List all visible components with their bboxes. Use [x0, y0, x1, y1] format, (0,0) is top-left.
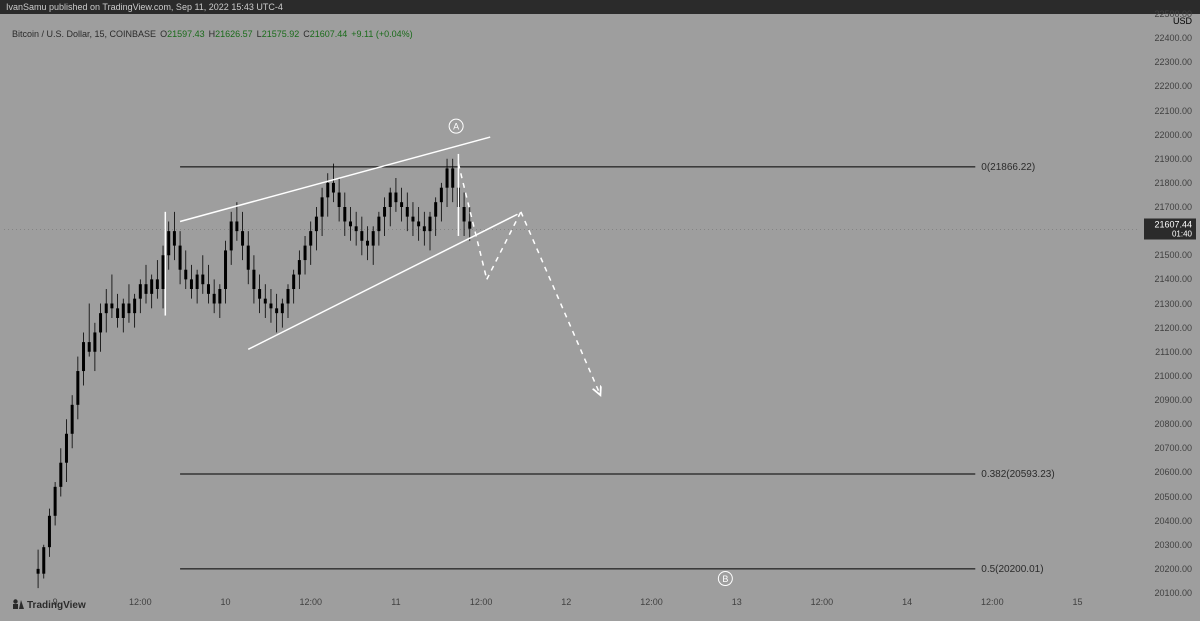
y-tick: 21400.00: [1154, 274, 1192, 284]
tradingview-logo-icon: [12, 598, 24, 613]
y-tick: 22000.00: [1154, 130, 1192, 140]
y-tick: 20400.00: [1154, 516, 1192, 526]
svg-text:B: B: [722, 574, 728, 584]
x-tick: 12:00: [811, 597, 834, 607]
x-tick: 11: [391, 597, 400, 607]
publish-text: IvanSamu published on TradingView.com, S…: [6, 2, 283, 12]
plot-box[interactable]: 0(21866.22) 0.382(20593.23) 0.5(20200.01) A…: [4, 14, 1140, 593]
x-tick: 14: [902, 597, 912, 607]
plot-svg: 0(21866.22) 0.382(20593.23) 0.5(20200.01) A…: [4, 14, 1140, 593]
y-tick: 20500.00: [1154, 492, 1192, 502]
y-tick: 21100.00: [1155, 347, 1192, 357]
x-tick: 12:00: [640, 597, 663, 607]
y-tick: 20100.00: [1154, 588, 1192, 598]
chart-area[interactable]: Bitcoin / U.S. Dollar, 15, COINBASE O215…: [4, 14, 1196, 617]
y-tick: 22300.00: [1154, 57, 1192, 67]
y-tick: 21200.00: [1154, 323, 1192, 333]
publish-header: IvanSamu published on TradingView.com, S…: [0, 0, 1200, 14]
y-tick: 21500.00: [1154, 250, 1192, 260]
x-tick: 12:00: [470, 597, 493, 607]
x-tick: 15: [1073, 597, 1083, 607]
y-tick: 22200.00: [1154, 81, 1192, 91]
x-tick: 12:00: [129, 597, 152, 607]
y-tick: 21900.00: [1154, 154, 1192, 164]
y-tick: 21700.00: [1154, 202, 1192, 212]
y-tick: 20900.00: [1154, 395, 1192, 405]
y-tick: 20800.00: [1154, 419, 1192, 429]
y-tick: 22400.00: [1154, 33, 1192, 43]
y-tick: 22500.00: [1154, 9, 1192, 19]
tradingview-watermark: TradingView: [12, 598, 86, 613]
y-axis[interactable]: USD 22500.0022400.0022300.0022200.002210…: [1140, 14, 1196, 593]
y-tick: 20700.00: [1154, 443, 1192, 453]
x-tick: 12:00: [299, 597, 322, 607]
svg-text:0.382(20593.23): 0.382(20593.23): [981, 469, 1054, 480]
x-tick: 12: [561, 597, 571, 607]
y-tick: 21300.00: [1154, 299, 1192, 309]
y-tick: 21000.00: [1154, 371, 1192, 381]
svg-text:0.5(20200.01): 0.5(20200.01): [981, 564, 1043, 575]
watermark-text: TradingView: [27, 600, 86, 611]
last-price-tag: 21607.4401:40: [1144, 219, 1196, 240]
y-tick: 21800.00: [1154, 178, 1192, 188]
x-tick: 13: [732, 597, 742, 607]
svg-text:0(21866.22): 0(21866.22): [981, 162, 1035, 173]
x-tick: 12:00: [981, 597, 1004, 607]
chart-container: IvanSamu published on TradingView.com, S…: [0, 0, 1200, 621]
x-axis[interactable]: 912:001012:001112:001212:001312:001412:0…: [4, 593, 1140, 617]
y-tick: 20600.00: [1154, 467, 1192, 477]
svg-text:A: A: [453, 122, 459, 132]
y-tick: 20300.00: [1154, 540, 1192, 550]
x-tick: 10: [221, 597, 231, 607]
y-tick: 20200.00: [1154, 564, 1192, 574]
y-tick: 22100.00: [1154, 106, 1192, 116]
